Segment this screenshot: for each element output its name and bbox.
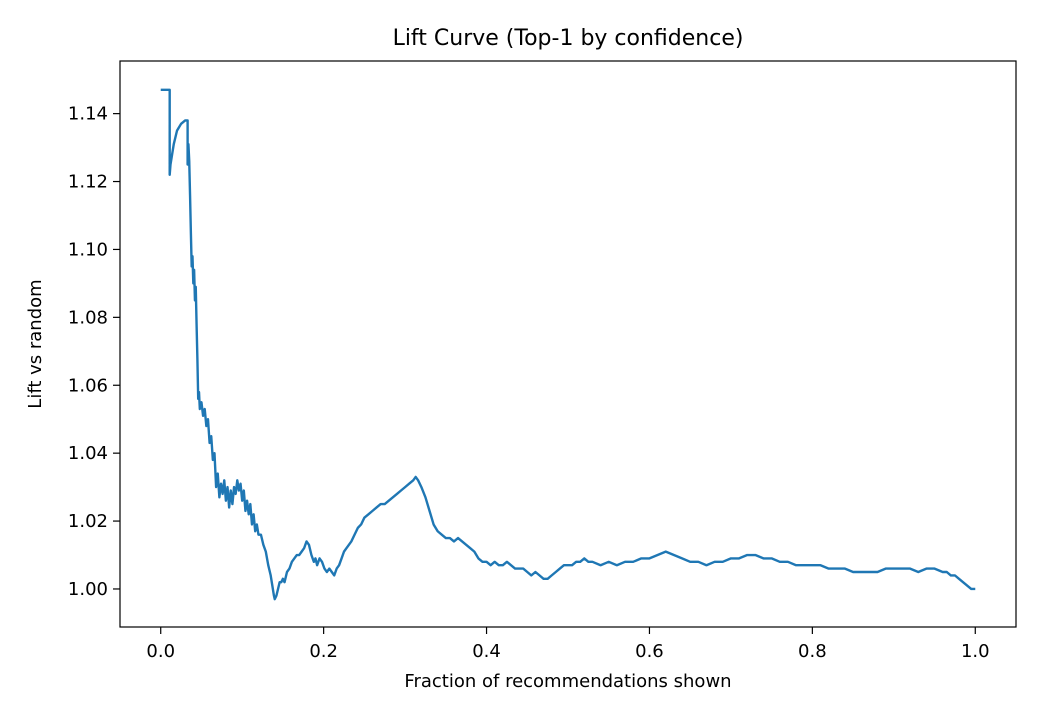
plot-area — [119, 60, 1017, 628]
x-tick-label: 0.0 — [146, 641, 175, 662]
y-tick-label: 1.14 — [68, 104, 108, 125]
x-axis-label: Fraction of recommendations shown — [404, 671, 731, 692]
x-tick-label: 0.6 — [635, 641, 664, 662]
axes-frame — [119, 60, 1017, 628]
x-tick-label: 0.2 — [309, 641, 338, 662]
y-tick-label: 1.10 — [68, 239, 108, 260]
y-tick-label: 1.06 — [68, 375, 108, 396]
y-tick-label: 1.04 — [68, 443, 108, 464]
lift-curve-line — [160, 88, 976, 601]
y-tick-label: 1.08 — [68, 307, 108, 328]
y-axis-label: Lift vs random — [25, 279, 46, 408]
chart-title: Lift Curve (Top-1 by confidence) — [393, 26, 744, 51]
x-tick-label: 0.4 — [472, 641, 501, 662]
x-tick-label: 0.8 — [798, 641, 827, 662]
x-tick-label: 1.0 — [961, 641, 990, 662]
x-axis: 0.0 0.2 0.4 0.6 0.8 1.0 — [146, 627, 990, 662]
y-tick-label: 1.00 — [68, 579, 108, 600]
y-axis: 1.00 1.02 1.04 1.06 1.08 1.10 1.12 1.14 — [68, 104, 120, 600]
y-tick-label: 1.12 — [68, 172, 108, 193]
y-tick-label: 1.02 — [68, 511, 108, 532]
